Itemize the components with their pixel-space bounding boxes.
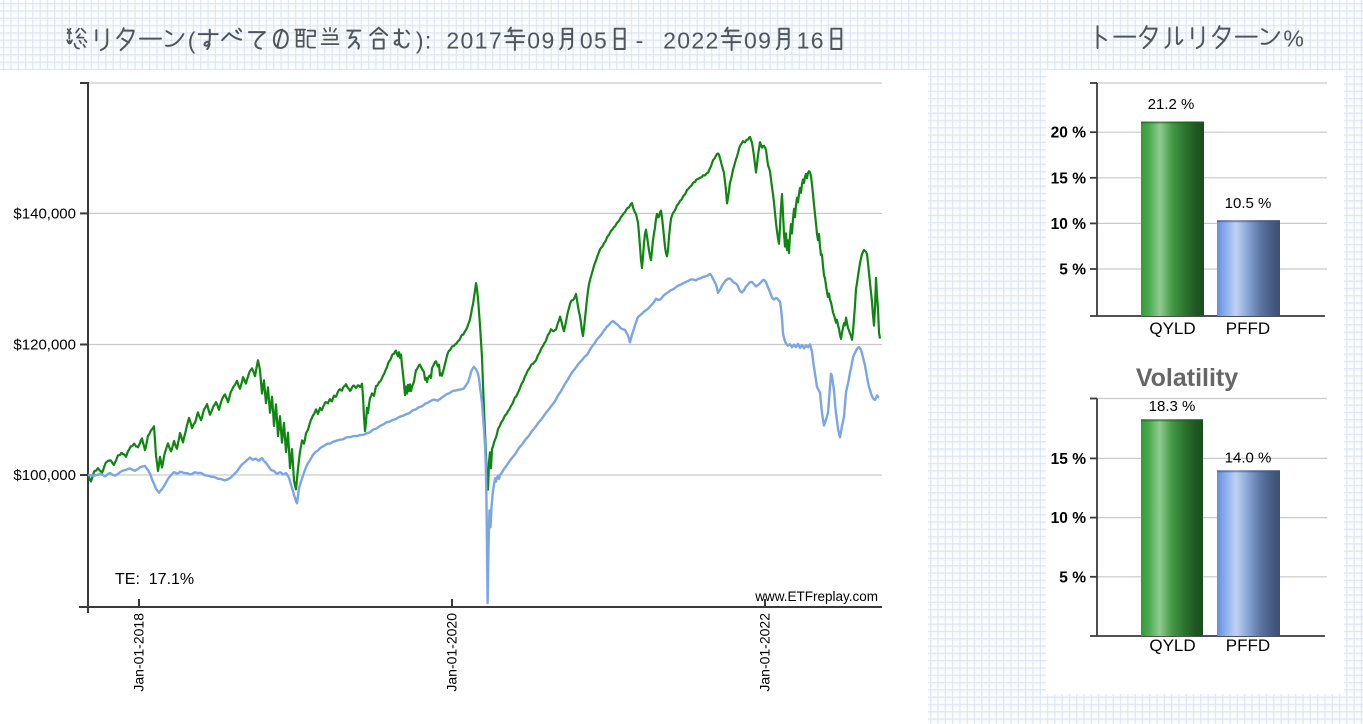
svg-text:21.2 %: 21.2 %: [1148, 96, 1195, 113]
svg-text:-: -: [636, 28, 645, 54]
svg-text:10 %: 10 %: [1051, 510, 1087, 527]
svg-text:$100,000: $100,000: [13, 467, 76, 484]
svg-text:%: %: [1283, 26, 1305, 52]
svg-text:5 %: 5 %: [1059, 262, 1086, 279]
svg-text:Volatility: Volatility: [1136, 364, 1238, 392]
svg-text:05: 05: [580, 28, 608, 54]
svg-text:$140,000: $140,000: [13, 205, 76, 222]
svg-text:QYLD: QYLD: [1149, 319, 1195, 338]
svg-text:www.ETFreplay.com: www.ETFreplay.com: [754, 589, 878, 604]
svg-text:2017: 2017: [446, 28, 503, 54]
svg-text:(: (: [188, 28, 197, 54]
svg-text:15 %: 15 %: [1051, 170, 1087, 187]
svg-text:18.3 %: 18.3 %: [1149, 398, 1196, 415]
svg-text:20 %: 20 %: [1051, 125, 1087, 142]
svg-text:):: ):: [416, 28, 433, 54]
svg-text:15 %: 15 %: [1051, 451, 1087, 468]
svg-text:5 %: 5 %: [1059, 569, 1086, 586]
svg-text:2022: 2022: [663, 28, 720, 54]
svg-text:Jan-01-2018: Jan-01-2018: [131, 613, 147, 692]
svg-text:10 %: 10 %: [1051, 216, 1087, 233]
svg-text:16: 16: [797, 28, 825, 54]
svg-text:09: 09: [527, 28, 555, 54]
svg-text:10.5 %: 10.5 %: [1225, 195, 1272, 212]
svg-text:14.0 %: 14.0 %: [1225, 450, 1272, 467]
svg-text:09: 09: [744, 28, 772, 54]
svg-text:PFFD: PFFD: [1226, 636, 1270, 655]
svg-text:$120,000: $120,000: [13, 337, 76, 354]
svg-text:TE: 17.1%: TE: 17.1%: [115, 571, 194, 588]
svg-text:QYLD: QYLD: [1149, 636, 1195, 655]
svg-text:PFFD: PFFD: [1226, 319, 1270, 338]
svg-text:Jan-01-2020: Jan-01-2020: [444, 613, 460, 692]
svg-text:Jan-01-2022: Jan-01-2022: [757, 613, 773, 692]
